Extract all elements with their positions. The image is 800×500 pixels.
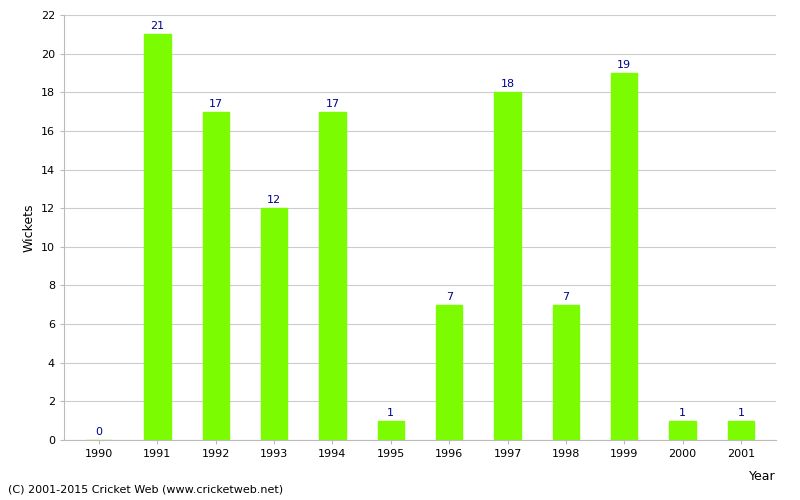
Text: 1: 1 [679, 408, 686, 418]
Text: Year: Year [750, 470, 776, 483]
Text: 7: 7 [446, 292, 453, 302]
Text: 18: 18 [501, 80, 514, 90]
Bar [202, 112, 229, 440]
Text: 1: 1 [738, 408, 745, 418]
Text: 12: 12 [267, 196, 281, 205]
Bar [319, 112, 346, 440]
Text: 17: 17 [209, 98, 223, 108]
Text: 21: 21 [150, 22, 165, 32]
Text: 7: 7 [562, 292, 570, 302]
Bar [670, 420, 696, 440]
Text: 17: 17 [326, 98, 339, 108]
Bar [261, 208, 287, 440]
Y-axis label: Wickets: Wickets [22, 203, 35, 252]
Bar [494, 92, 521, 440]
Text: 19: 19 [617, 60, 631, 70]
Text: (C) 2001-2015 Cricket Web (www.cricketweb.net): (C) 2001-2015 Cricket Web (www.cricketwe… [8, 485, 283, 495]
Text: 1: 1 [387, 408, 394, 418]
Bar [378, 420, 404, 440]
Bar [553, 305, 579, 440]
Text: 0: 0 [95, 427, 102, 437]
Bar [144, 34, 170, 440]
Bar [728, 420, 754, 440]
Bar [436, 305, 462, 440]
Bar [611, 73, 638, 440]
